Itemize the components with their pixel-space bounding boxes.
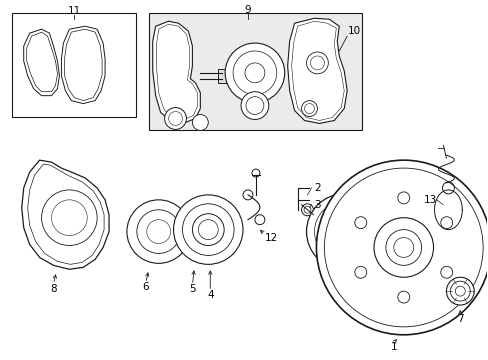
- Bar: [148, 13, 361, 130]
- Polygon shape: [218, 69, 228, 83]
- Circle shape: [164, 108, 186, 129]
- Circle shape: [192, 114, 208, 130]
- Text: 2: 2: [313, 183, 320, 193]
- Circle shape: [306, 194, 381, 269]
- Circle shape: [224, 43, 284, 103]
- Circle shape: [440, 217, 452, 229]
- Text: 3: 3: [313, 200, 320, 210]
- Circle shape: [192, 214, 224, 246]
- Circle shape: [446, 277, 473, 305]
- Circle shape: [354, 217, 366, 229]
- Circle shape: [397, 291, 409, 303]
- Text: 4: 4: [206, 290, 213, 300]
- Text: 10: 10: [347, 26, 360, 36]
- Text: 11: 11: [67, 6, 81, 16]
- Text: 9: 9: [244, 5, 251, 15]
- Circle shape: [306, 52, 327, 74]
- Polygon shape: [21, 160, 109, 269]
- Text: 13: 13: [423, 195, 436, 205]
- Bar: [12, 13, 136, 117]
- Circle shape: [127, 200, 190, 264]
- Text: 12: 12: [264, 233, 278, 243]
- Text: 7: 7: [456, 314, 463, 324]
- Circle shape: [241, 92, 268, 120]
- Circle shape: [397, 192, 409, 204]
- Text: 8: 8: [50, 284, 57, 294]
- Text: 1: 1: [390, 342, 396, 352]
- Circle shape: [301, 204, 313, 216]
- Circle shape: [173, 195, 243, 264]
- Polygon shape: [152, 21, 200, 122]
- Circle shape: [301, 100, 317, 117]
- Text: 5: 5: [189, 284, 195, 294]
- Polygon shape: [287, 18, 346, 123]
- Circle shape: [440, 266, 452, 278]
- Text: 6: 6: [142, 282, 149, 292]
- Circle shape: [354, 266, 366, 278]
- Circle shape: [316, 160, 488, 335]
